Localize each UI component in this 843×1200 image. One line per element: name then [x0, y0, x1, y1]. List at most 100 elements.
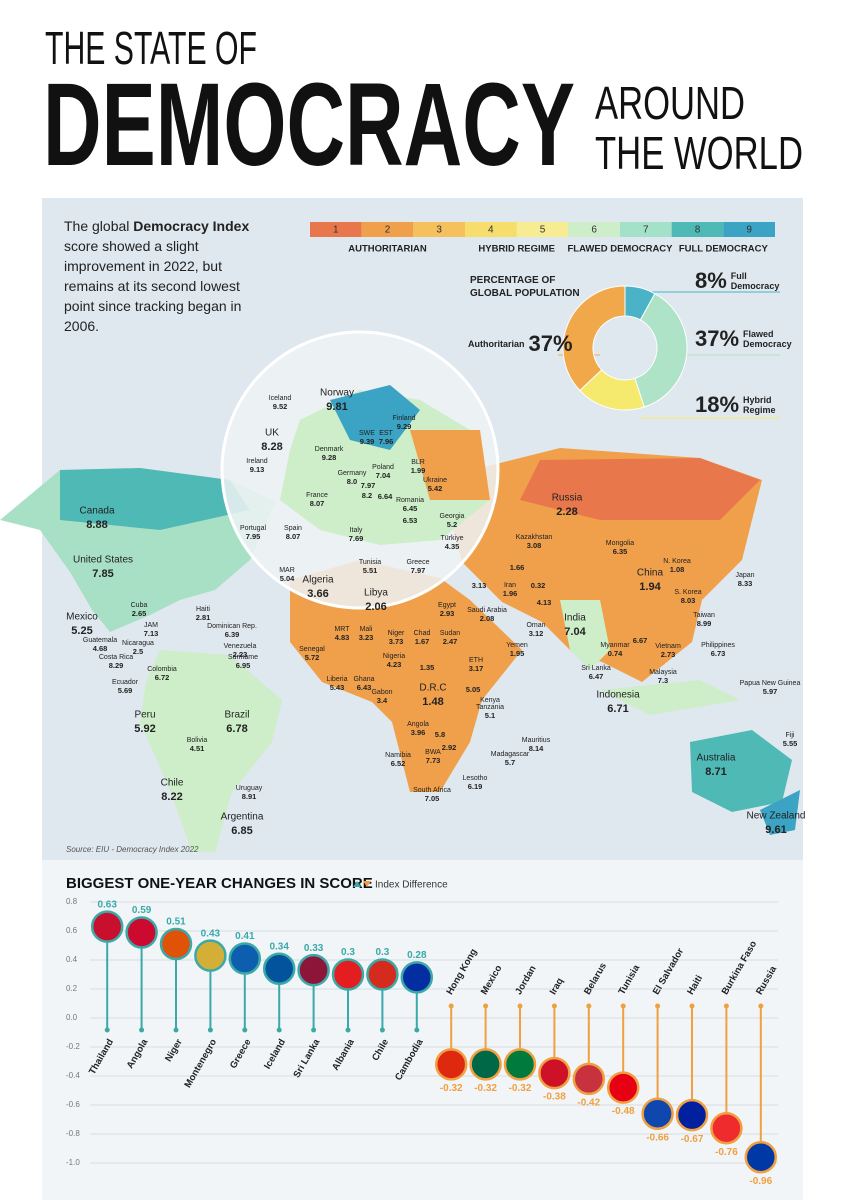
country-name: Taiwan: [693, 612, 715, 619]
country-score: 3.4: [377, 696, 388, 705]
country-name: Oman: [526, 622, 545, 629]
scale-step: 7: [643, 225, 649, 236]
flag-marker: [503, 1048, 537, 1081]
country-score: 6.39: [225, 630, 240, 639]
stem-end: [723, 1003, 729, 1009]
scale-step: 4: [488, 225, 494, 236]
flag-marker: [125, 916, 158, 949]
country-name: Sudan: [440, 630, 460, 637]
country-score: 1.99: [411, 466, 426, 475]
country-score: 9.29: [397, 422, 412, 431]
country-name: MRT: [334, 626, 350, 633]
country-score: 8.14: [529, 744, 544, 753]
flag-marker: [159, 927, 193, 961]
country-name: Libya: [364, 588, 388, 599]
value-label: 0.34: [269, 941, 289, 952]
country-name: Mali: [360, 626, 373, 633]
country-score: 0.32: [531, 581, 546, 590]
country-name: Saudi Arabia: [467, 607, 507, 614]
country-score: 5.8: [435, 730, 445, 739]
country-score: 8.33: [738, 579, 753, 588]
donut-value: 37%: [528, 331, 573, 356]
flag-marker: [469, 1048, 502, 1081]
country-score: 3.13: [472, 581, 487, 590]
value-label: 0.41: [235, 931, 255, 942]
country-name: Nigeria: [383, 653, 405, 660]
country-score: 7.95: [246, 532, 261, 541]
country-score: 3.12: [529, 629, 544, 638]
scale-group: FLAWED DEMOCRACY: [567, 244, 673, 255]
flag-marker: [331, 958, 365, 991]
scale-group: HYBRID REGIME: [478, 244, 555, 255]
country-name: Lesotho: [463, 775, 488, 782]
country-score: 8.28: [261, 441, 282, 453]
country-score: 5.05: [466, 685, 481, 694]
country-score: 8.71: [705, 766, 726, 778]
value-label: 0.28: [407, 950, 427, 961]
country-score: 6.78: [226, 723, 247, 735]
country-name: New Zealand: [747, 811, 806, 822]
source: Source: EIU - Democracy Index 2022: [66, 845, 199, 854]
country-score: 6.19: [468, 782, 483, 791]
country-score: 6.43: [357, 683, 372, 692]
country-name: Ghana: [353, 676, 374, 683]
country-name: Liberia: [326, 676, 347, 683]
country-score: 9.39: [360, 437, 375, 446]
donut-label: 37% Authoritarian: [468, 331, 573, 357]
country-name: Türkiye: [441, 535, 464, 542]
country-score: 5.7: [505, 758, 515, 767]
country-score: 7.04: [376, 471, 391, 480]
title-line-3: AROUND: [595, 77, 745, 129]
scale-group: AUTHORITARIAN: [348, 244, 427, 255]
country-name: South Africa: [413, 787, 451, 794]
scale-swatch: [413, 222, 465, 237]
flag-marker: [400, 961, 434, 994]
y-tick-label: -1.0: [66, 1158, 80, 1167]
country-name: Gabon: [371, 689, 392, 696]
title-line-4: THE WORLD: [595, 127, 803, 179]
donut-label: 37% Flawed Democracy: [695, 326, 795, 352]
intro-text: score showed a slight improvement in 202…: [64, 238, 242, 334]
country-score: 1.35: [420, 663, 435, 672]
stem-end: [689, 1003, 695, 1009]
country-name: Brazil: [224, 710, 249, 721]
scale-step: 6: [591, 225, 597, 236]
country-name: EST: [379, 430, 393, 437]
country-name: Dominican Rep.: [207, 623, 257, 630]
flag-marker: [228, 942, 262, 975]
country-score: 8.03: [681, 596, 696, 605]
country-name: BLR: [411, 459, 425, 466]
country-name: Colombia: [147, 666, 177, 673]
donut-title: PERCENTAGE OF GLOBAL POPULATION: [470, 275, 580, 299]
country-name: Tunisia: [359, 559, 381, 566]
country-name: Chad: [414, 630, 431, 637]
country-score: 7.05: [425, 794, 440, 803]
country-score: 7.04: [564, 626, 586, 638]
country-score: 4.68: [93, 644, 108, 653]
country-name: S. Korea: [674, 589, 701, 596]
country-name: Venezuela: [224, 643, 257, 650]
country-name: UK: [265, 428, 279, 439]
value-label: 0.51: [166, 917, 186, 928]
country-name: Sri Lanka: [581, 665, 611, 672]
country-name: France: [306, 492, 328, 499]
flag-marker: [744, 1140, 778, 1174]
country-name: India: [564, 613, 586, 624]
y-tick-label: 0.6: [66, 926, 78, 935]
country-name: Iceland: [269, 395, 292, 402]
country-name: Namibia: [385, 752, 411, 759]
country-score: 6.72: [155, 673, 170, 682]
country-score: 7.97: [361, 481, 376, 490]
country-name: Angola: [407, 721, 429, 728]
legend-icon: [363, 881, 371, 887]
donut-name: Full Democracy: [730, 271, 780, 291]
country-score: 6.95: [236, 661, 251, 670]
stem-end: [379, 1027, 385, 1033]
country-score: 1.94: [639, 581, 661, 593]
country-name: Greece: [407, 559, 430, 566]
stem-end: [345, 1027, 351, 1033]
country-name: N. Korea: [663, 558, 691, 565]
country-name: Georgia: [440, 513, 465, 520]
country-score: 7.69: [349, 534, 364, 543]
country-name: Romania: [396, 497, 424, 504]
